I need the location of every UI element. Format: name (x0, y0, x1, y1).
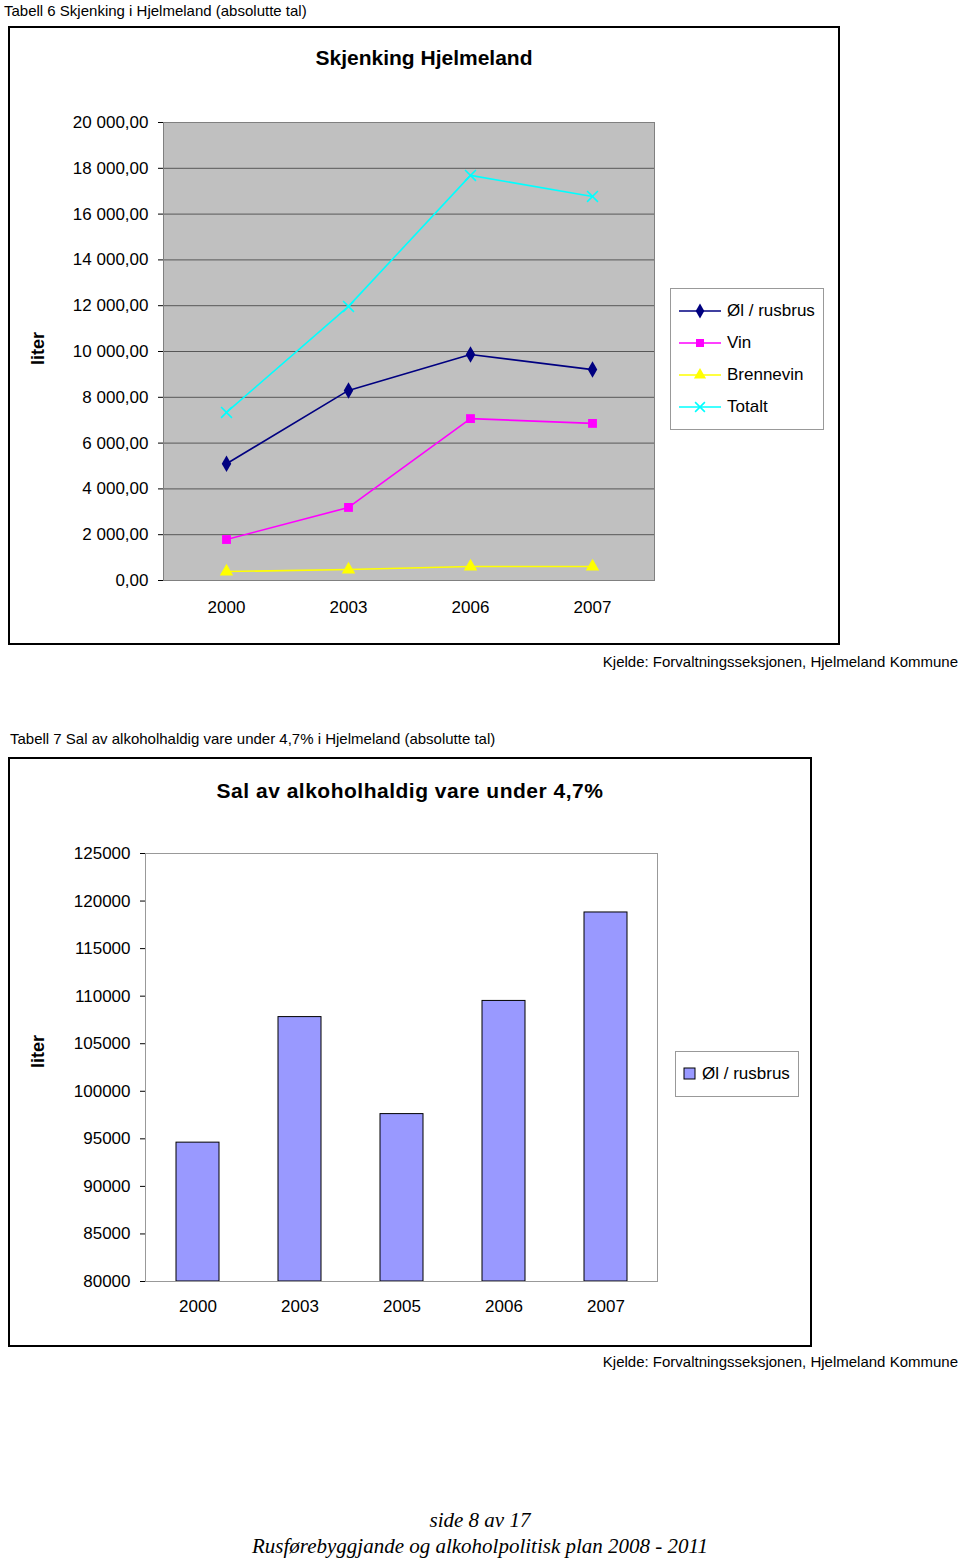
svg-text:2007: 2007 (574, 598, 612, 617)
html-text:Øl / rusbrus: Øl / rusbrus (727, 301, 815, 320)
html-text:Totalt: Totalt (727, 397, 768, 416)
svg-text:110000: 110000 (75, 987, 130, 1006)
svg-text:105000: 105000 (74, 1034, 131, 1053)
svg-text:125000: 125000 (74, 844, 131, 863)
svg-text:12 000,00: 12 000,00 (73, 296, 149, 315)
html-text:Rusførebyggjande og alkoholpol: Rusførebyggjande og alkoholpolitisk plan… (251, 1534, 709, 1558)
svg-text:2000: 2000 (208, 598, 246, 617)
svg-text:16 000,00: 16 000,00 (73, 205, 149, 224)
html-text:Tabell 6 Skjenking i Hjelmelan: Tabell 6 Skjenking i Hjelmeland (absolut… (4, 2, 307, 19)
html-text:liter: liter (28, 1035, 48, 1068)
svg-text:14 000,00: 14 000,00 (73, 250, 149, 269)
svg-text:2007: 2007 (587, 1297, 625, 1316)
svg-text:2006: 2006 (485, 1297, 523, 1316)
html-text:liter: liter (28, 332, 48, 365)
svg-text:85000: 85000 (83, 1224, 130, 1243)
html-text:Kjelde: Forvaltningsseksjonen,: Kjelde: Forvaltningsseksjonen, Hjelmelan… (602, 1353, 958, 1370)
svg-text:20 000,00: 20 000,00 (73, 113, 149, 132)
svg-text:115000: 115000 (75, 939, 130, 958)
svg-text:18 000,00: 18 000,00 (73, 159, 149, 178)
html-text:Sal av alkoholhaldig vare unde: Sal av alkoholhaldig vare under 4,7% (216, 779, 604, 802)
svg-text:90000: 90000 (83, 1177, 130, 1196)
svg-text:0,00: 0,00 (115, 571, 148, 590)
svg-text:2 000,00: 2 000,00 (82, 525, 148, 544)
svg-text:2005: 2005 (383, 1297, 421, 1316)
svg-text:2006: 2006 (452, 598, 490, 617)
svg-text:4 000,00: 4 000,00 (82, 479, 148, 498)
svg-text:100000: 100000 (74, 1082, 131, 1101)
html-text:Kjelde: Forvaltningsseksjonen,: Kjelde: Forvaltningsseksjonen, Hjelmelan… (602, 653, 958, 670)
html-text:Tabell 7 Sal av alkoholhaldig: Tabell 7 Sal av alkoholhaldig vare under… (10, 730, 496, 747)
html-text:Skjenking Hjelmeland: Skjenking Hjelmeland (315, 46, 533, 69)
svg-text:8 000,00: 8 000,00 (82, 388, 148, 407)
svg-text:2003: 2003 (330, 598, 368, 617)
svg-text:2000: 2000 (179, 1297, 217, 1316)
svg-text:120000: 120000 (74, 891, 131, 910)
svg-text:10 000,00: 10 000,00 (73, 342, 149, 361)
html-text:Vin: Vin (727, 333, 752, 352)
html-text:side 8 av 17: side 8 av 17 (429, 1508, 531, 1532)
html-text:Øl / rusbrus: Øl / rusbrus (702, 1064, 790, 1083)
svg-text:2003: 2003 (281, 1297, 319, 1316)
svg-text:6 000,00: 6 000,00 (82, 434, 148, 453)
svg-text:80000: 80000 (83, 1272, 130, 1291)
html-text:Brennevin: Brennevin (727, 365, 804, 384)
svg-text:95000: 95000 (83, 1129, 130, 1148)
